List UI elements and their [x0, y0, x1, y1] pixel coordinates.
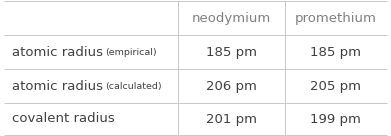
Text: atomic radius: atomic radius — [12, 46, 103, 59]
Text: neodymium: neodymium — [192, 12, 271, 25]
Text: 185 pm: 185 pm — [206, 46, 257, 59]
Text: 185 pm: 185 pm — [310, 46, 361, 59]
Text: promethium: promethium — [295, 12, 377, 25]
Text: 201 pm: 201 pm — [206, 112, 257, 126]
Text: covalent radius: covalent radius — [12, 112, 115, 126]
Text: 205 pm: 205 pm — [310, 80, 361, 93]
Text: 206 pm: 206 pm — [206, 80, 257, 93]
Text: (calculated): (calculated) — [105, 82, 161, 91]
Text: (empirical): (empirical) — [105, 48, 156, 57]
Text: atomic radius: atomic radius — [12, 80, 103, 93]
Text: 199 pm: 199 pm — [310, 112, 361, 126]
